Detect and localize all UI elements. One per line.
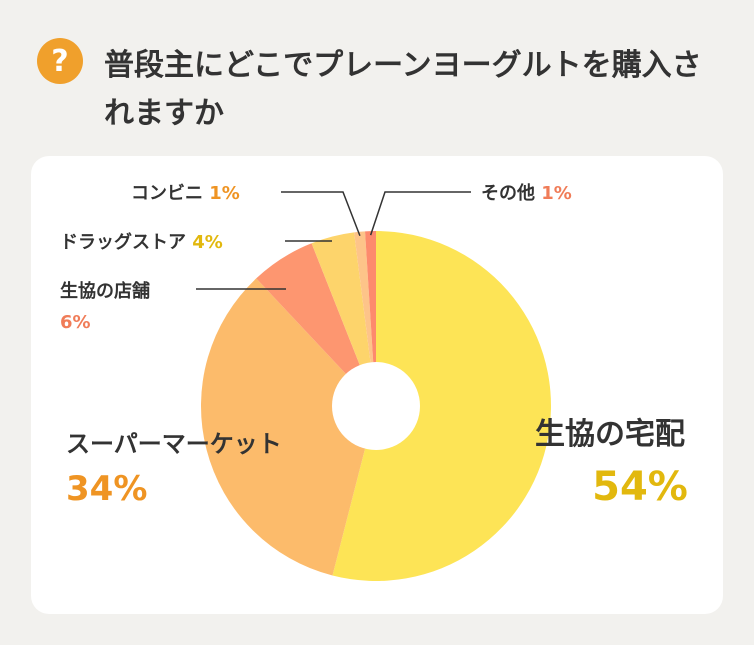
slice-label: ドラッグストア (60, 231, 192, 253)
slice-label: 生協の店舗 (60, 280, 150, 302)
question-icon: ? (37, 38, 83, 84)
pie-slice (200, 278, 376, 576)
slice-value-label: 4% (192, 232, 223, 253)
slice-label: 生協の宅配 (535, 417, 685, 452)
slice-label: 生協の店舗 (60, 280, 150, 302)
slice-value-label: 54% (592, 464, 688, 510)
pie-slice (354, 231, 376, 406)
page-title: 普段主にどこでプレーンヨーグルトを購入されますか (104, 48, 702, 131)
slice-label: コンビニ (131, 183, 209, 204)
pie-slice (256, 243, 376, 406)
slice-value-label: 34% (66, 469, 147, 509)
pie-slice (332, 231, 551, 581)
leader-line (369, 191, 471, 236)
slice-label: スーパーマーケット (66, 430, 282, 458)
slice-value-label: 6% (60, 312, 91, 333)
slice-value-label: 6% (60, 312, 91, 333)
slice-label: その他 (481, 182, 541, 204)
slice-value-label: 54% (592, 464, 688, 510)
slice-label: コンビニ 1% (131, 183, 240, 204)
slice-value-label: 1% (541, 183, 572, 204)
pie-slice (311, 232, 376, 406)
slice-label: その他 1% (481, 182, 572, 204)
slice-label: ドラッグストア 4% (60, 231, 223, 253)
slice-value-label: 1% (209, 183, 240, 204)
slice-label: スーパーマーケット (66, 430, 282, 458)
slice-label: 生協の宅配 (535, 417, 685, 452)
donut-hole (332, 362, 420, 450)
slice-value-label: 34% (66, 469, 147, 509)
leader-line (281, 191, 361, 237)
